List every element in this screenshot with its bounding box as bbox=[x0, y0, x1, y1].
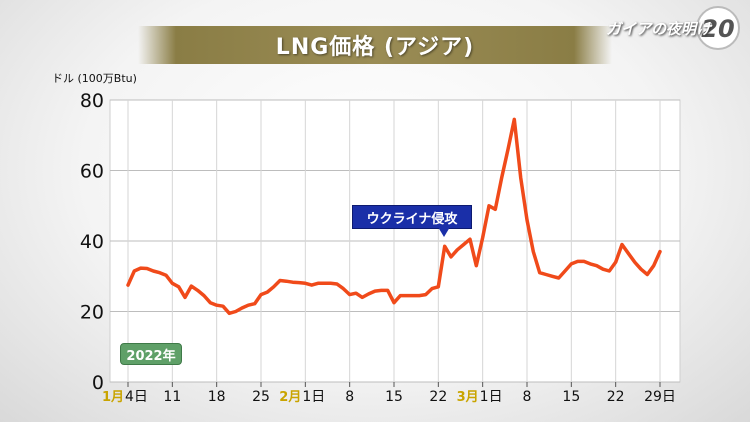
x-tick-label: 8 bbox=[345, 389, 354, 405]
x-tick-month: 2月 bbox=[279, 390, 301, 405]
y-axis-unit-label: ドル (100万Btu) bbox=[52, 72, 137, 85]
chart-title: LNG価格 (アジア) bbox=[275, 35, 475, 60]
series-lines bbox=[126, 117, 662, 316]
x-tick-label: 8 bbox=[523, 389, 532, 405]
y-tick-label: 0 bbox=[92, 372, 104, 394]
x-tick-label: 4日 bbox=[125, 389, 148, 405]
x-tick-labels: 1月 4日 11 18 25 2月 1日 8 15 22 3月 1日 8 15 22 29日 bbox=[102, 389, 676, 405]
logo-graphic: 20 bbox=[696, 6, 740, 50]
x-tick-label: 22 bbox=[429, 389, 447, 405]
y-tick-labels: 0 20 40 60 80 bbox=[80, 90, 104, 394]
series-line-0 bbox=[126, 117, 662, 316]
year-badge: 2022年 bbox=[120, 343, 182, 365]
y-tick-label: 20 bbox=[80, 302, 104, 324]
x-tick-month: 3月 bbox=[457, 390, 479, 405]
y-tick-label: 80 bbox=[80, 90, 104, 112]
x-tick-month: 1月 bbox=[102, 390, 124, 405]
x-tick-label: 29日 bbox=[644, 389, 676, 405]
x-tick-label: 22 bbox=[607, 389, 625, 405]
grid-lines bbox=[110, 99, 680, 387]
title-banner: LNG価格 (アジア) bbox=[138, 26, 612, 64]
x-tick-label: 15 bbox=[385, 389, 403, 405]
y-tick-label: 60 bbox=[80, 161, 104, 183]
x-tick-label: 15 bbox=[562, 389, 580, 405]
x-tick-label: 1日 bbox=[480, 389, 503, 405]
x-tick-label: 25 bbox=[252, 389, 270, 405]
program-logo: 20 ガイアの夜明け bbox=[600, 2, 746, 54]
logo-number: 20 bbox=[701, 15, 734, 43]
x-tick-label: 1日 bbox=[302, 389, 325, 405]
x-tick-label: 11 bbox=[163, 389, 181, 405]
x-tick-label: 18 bbox=[208, 389, 226, 405]
annotation-ukraine-invasion: ウクライナ侵攻 bbox=[352, 205, 472, 229]
y-tick-label: 40 bbox=[80, 231, 104, 253]
annotation-pointer bbox=[438, 227, 450, 237]
logo-text: ガイアの夜明け bbox=[606, 20, 712, 38]
